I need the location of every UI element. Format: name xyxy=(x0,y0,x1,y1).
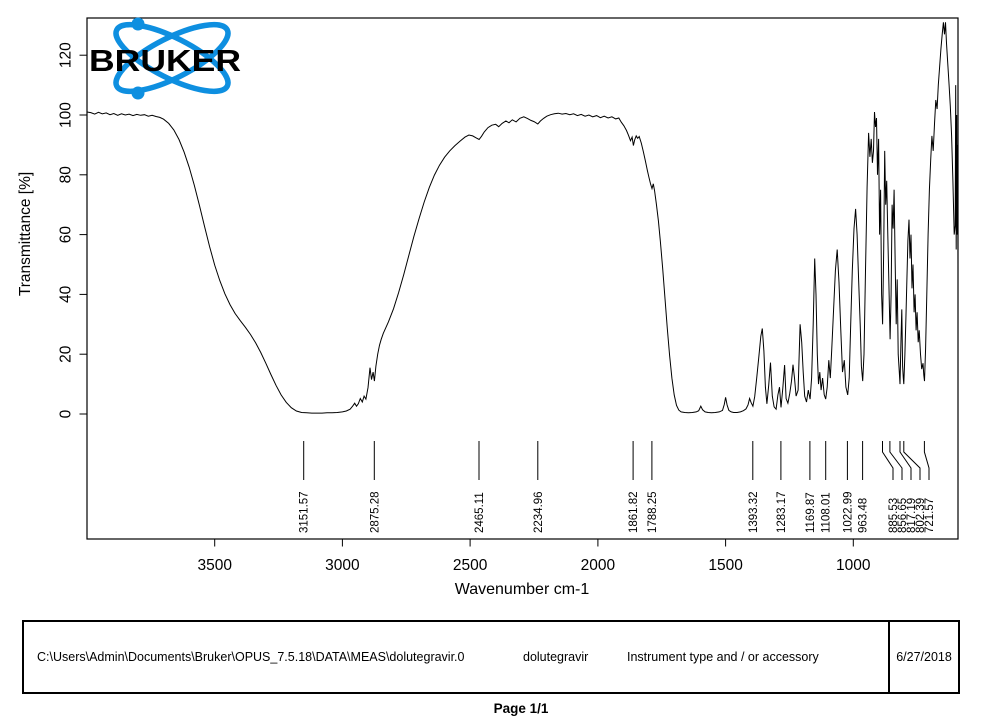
logo-electron-dot-icon xyxy=(131,86,145,100)
peak-label: 1169.87 xyxy=(805,492,817,533)
y-tick-label: 100 xyxy=(58,102,75,128)
peak-label: 802.39 xyxy=(915,498,927,533)
y-tick-label: 20 xyxy=(58,345,75,363)
y-tick-label: 0 xyxy=(58,409,75,418)
date-text: 6/27/2018 xyxy=(896,650,952,664)
x-tick-label: 3000 xyxy=(325,557,360,574)
x-tick-label: 1000 xyxy=(836,557,871,574)
footer-table: C:\Users\Admin\Documents\Bruker\OPUS_7.5… xyxy=(22,620,960,694)
x-tick-label: 2500 xyxy=(453,557,488,574)
peak-leader-line xyxy=(899,441,912,480)
x-tick-label: 2000 xyxy=(581,557,616,574)
y-tick-label: 80 xyxy=(58,166,75,184)
logo-electron-dot-icon xyxy=(131,17,145,31)
peak-label: 1393.32 xyxy=(748,491,760,533)
peak-label: 885.53 xyxy=(888,498,900,533)
y-tick-label: 60 xyxy=(58,226,75,244)
x-tick-label: 3500 xyxy=(197,557,232,574)
peak-label: 2465.11 xyxy=(474,492,486,533)
peak-label: 1108.01 xyxy=(821,492,833,533)
y-axis-title: Transmittance [%] xyxy=(17,172,34,296)
peak-label: 1022.99 xyxy=(842,491,854,533)
logo-orbit-icon xyxy=(113,21,231,95)
peak-leader-line xyxy=(882,441,894,480)
peak-label: 1861.82 xyxy=(628,491,640,533)
logo-orbit-icon xyxy=(113,21,231,95)
y-tick-label: 120 xyxy=(58,42,75,68)
plot-frame xyxy=(86,17,959,540)
peak-label: 3151.57 xyxy=(299,491,311,533)
peak-leader-line xyxy=(903,441,921,480)
peak-label: 1283.17 xyxy=(776,491,788,533)
peak-label: 963.48 xyxy=(858,498,870,533)
footer-divider xyxy=(888,622,890,692)
peak-leader-line xyxy=(923,441,930,480)
file-path-text: C:\Users\Admin\Documents\Bruker\OPUS_7.5… xyxy=(37,650,465,664)
spectrum-trace xyxy=(86,22,959,414)
page-number-label: Page 1/1 xyxy=(493,701,549,716)
instrument-text: Instrument type and / or accessory xyxy=(627,650,819,664)
peak-leader-line xyxy=(889,441,903,480)
bruker-logo: BRUKER xyxy=(89,17,241,100)
x-tick-label: 1500 xyxy=(708,557,743,574)
x-axis-title: Wavenumber cm-1 xyxy=(455,581,590,598)
spectrum-plot: Transmittance [%] Wavenumber cm-1 3500 30… xyxy=(17,17,959,598)
peak-label: 2234.96 xyxy=(533,491,545,533)
peak-label: 2875.28 xyxy=(369,491,381,533)
plot-dynamic-layer: 3500 3000 2500 2000 1500 1000 0 20 40 60 80 100 120 3… xyxy=(58,22,959,574)
peak-label: 1788.25 xyxy=(647,491,659,533)
y-tick-label: 40 xyxy=(58,285,75,303)
bruker-logo-text: BRUKER xyxy=(89,43,241,78)
peak-label: 856.65 xyxy=(897,498,909,533)
sample-name-text: dolutegravir xyxy=(523,650,589,664)
peak-label: 817.19 xyxy=(906,498,918,533)
peak-label: 721.57 xyxy=(924,498,936,533)
